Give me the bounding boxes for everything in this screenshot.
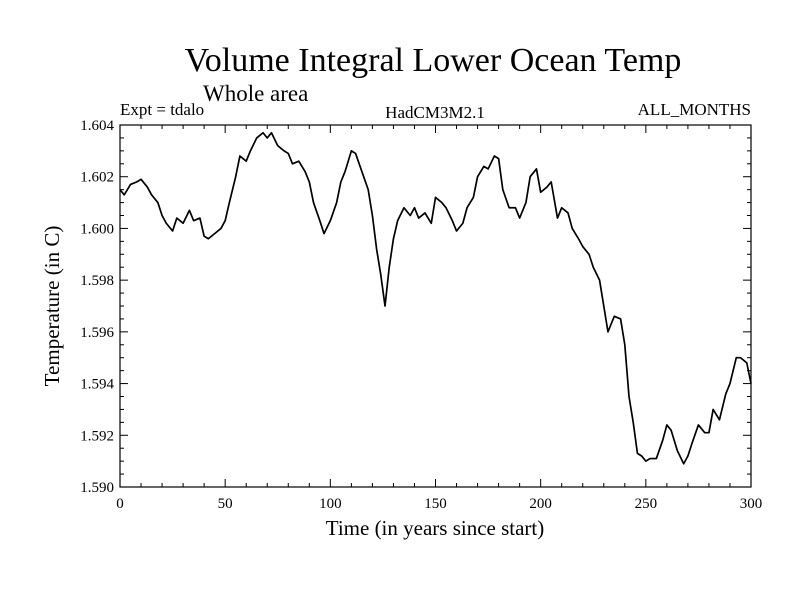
- series-line: [119, 131, 752, 465]
- axis-ticks: [119, 124, 752, 488]
- months-label: ALL_MONTHS: [638, 100, 751, 119]
- plot-frame: [119, 124, 752, 488]
- x-axis-label: Time (in years since start): [326, 516, 545, 540]
- axis-tick-labels: 0 50 100 150 200 250 300 1.590 1.592 1.594 1.596 1.…: [80, 118, 762, 512]
- y-tick-label: 1.594: [80, 377, 114, 393]
- y-tick-label: 1.598: [80, 273, 114, 289]
- model-label: HadCM3M2.1: [385, 103, 485, 122]
- x-tick-label: 50: [218, 496, 233, 512]
- x-tick-label: 300: [740, 496, 763, 512]
- x-tick-label: 100: [319, 496, 342, 512]
- expt-label: Expt = tdalo: [120, 100, 204, 119]
- x-tick-label: 150: [424, 496, 447, 512]
- y-axis-label: Temperature (in C): [40, 226, 64, 387]
- chart-title: Volume Integral Lower Ocean Temp: [185, 42, 682, 79]
- x-tick-label: 200: [529, 496, 552, 512]
- y-tick-label: 1.596: [80, 325, 114, 341]
- y-tick-label: 1.592: [80, 428, 114, 444]
- y-tick-label: 1.604: [80, 118, 114, 134]
- y-tick-label: 1.590: [80, 480, 114, 496]
- y-tick-label: 1.600: [80, 221, 114, 237]
- y-tick-label: 1.602: [80, 170, 114, 186]
- chart-subtitle: Whole area: [203, 81, 308, 106]
- x-tick-label: 250: [635, 496, 658, 512]
- x-tick-label: 0: [116, 496, 124, 512]
